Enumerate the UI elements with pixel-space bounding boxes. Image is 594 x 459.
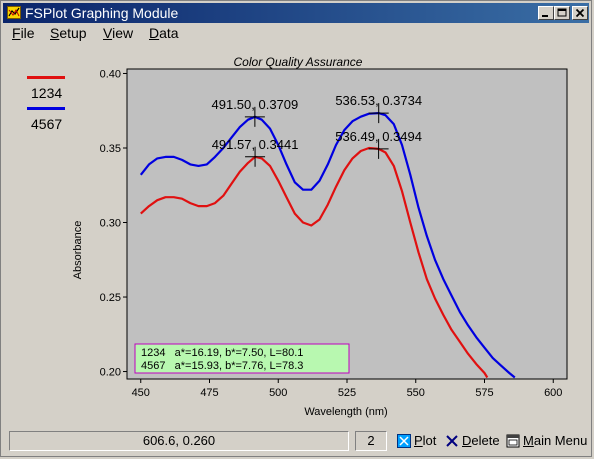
absorbance-chart[interactable]: Color Quality Assurance 450 475 500 525 550 5…: [1, 45, 591, 425]
color-info-box: [134, 343, 350, 374]
peak-label-3: 536.49, 0.3494: [335, 129, 422, 144]
x-tick-label-500: 500: [269, 387, 287, 399]
menu-setup[interactable]: Setup: [50, 25, 87, 41]
plot-area[interactable]: [126, 68, 568, 380]
menu-file-mnemonic: F: [12, 25, 21, 41]
y-tick-label-0.20: 0.20: [100, 367, 121, 379]
x-tick-label-475: 475: [200, 387, 218, 399]
minimize-icon: [542, 15, 548, 17]
close-button[interactable]: [572, 6, 588, 20]
menu-view[interactable]: View: [103, 25, 133, 41]
x-tick-label-575: 575: [475, 387, 493, 399]
peak-label-1: 491.57, 0.3441: [212, 137, 299, 152]
menu-view-label: iew: [112, 25, 134, 41]
color-info-line-4567: 4567 a*=15.93, b*=7.76, L=78.3: [141, 360, 303, 372]
y-tick-label-0.30: 0.30: [100, 218, 121, 230]
y-axis-ticks: 0.40 0.35 0.30 0.25 0.20: [100, 68, 127, 379]
main-menu-button[interactable]: Main Menu: [506, 433, 588, 449]
menu-file[interactable]: File: [12, 25, 35, 41]
legend-label-4567: 4567: [31, 116, 63, 132]
menu-data-mnemonic: D: [149, 25, 160, 41]
plot-button[interactable]: Plot: [397, 433, 439, 449]
main-menu-label-rest: ain Menu: [533, 433, 588, 448]
minimize-button[interactable]: [538, 6, 554, 20]
legend-swatch-1234: [27, 76, 65, 79]
main-menu-label: Main Menu: [523, 433, 587, 449]
peak-label-2: 536.53, 0.3734: [335, 93, 422, 108]
close-icon: [575, 8, 585, 18]
plot-label: Plot: [414, 433, 436, 449]
delete-label-rest: elete: [471, 433, 500, 448]
x-axis-label: Wavelength (nm): [304, 406, 387, 418]
menu-setup-mnemonic: S: [50, 25, 60, 41]
series-count-panel: 2: [355, 431, 387, 451]
peak-label-0: 491.50, 0.3709: [212, 97, 299, 112]
y-tick-label-0.25: 0.25: [100, 292, 121, 304]
main-menu-icon: [506, 434, 520, 448]
title-bar[interactable]: FSPlot Graphing Module: [3, 3, 589, 23]
plot-icon: [397, 434, 411, 448]
delete-mnemonic: D: [462, 433, 472, 448]
window-title: FSPlot Graphing Module: [25, 5, 179, 21]
plot-label-rest: lot: [422, 433, 437, 448]
x-tick-label-550: 550: [407, 387, 425, 399]
menu-setup-label: etup: [59, 25, 87, 41]
legend-label-1234: 1234: [31, 85, 63, 101]
x-tick-label-450: 450: [132, 387, 150, 399]
menu-file-label: ile: [20, 25, 35, 41]
series-line-1234[interactable]: [140, 146, 489, 379]
x-axis-ticks: 450 475 500 525 550 575 600: [132, 379, 562, 399]
delete-button[interactable]: Delete: [445, 433, 501, 449]
y-tick-label-0.40: 0.40: [100, 68, 121, 80]
series-lines: [139, 111, 516, 379]
x-tick-label-600: 600: [544, 387, 562, 399]
y-axis-label: Absorbance: [72, 221, 84, 280]
legend-swatch-4567: [27, 107, 65, 110]
y-tick-label-0.35: 0.35: [100, 143, 121, 155]
series-line-4567[interactable]: [139, 111, 516, 379]
menu-data[interactable]: Data: [149, 25, 179, 41]
maximize-button[interactable]: [554, 6, 570, 20]
maximize-icon: [557, 8, 567, 17]
delete-x-icon: [446, 435, 458, 447]
peak-markers: 491.50, 0.3709 491.57, 0.3441 536.53, 0.37…: [212, 93, 422, 167]
cursor-coords-panel: 606.6, 0.260: [9, 431, 349, 451]
main-menu-mnemonic: M: [523, 433, 534, 448]
delete-label: Delete: [462, 433, 500, 449]
menu-bar: File Setup View Data: [3, 23, 589, 43]
color-info-line-1234: 1234 a*=16.19, b*=7.50, L=80.1: [141, 347, 303, 359]
x-tick-label-525: 525: [338, 387, 356, 399]
app-chart-icon[interactable]: [7, 6, 21, 19]
plot-mnemonic: P: [414, 433, 423, 448]
menu-view-mnemonic: V: [103, 25, 113, 41]
menu-data-label: ata: [159, 25, 179, 41]
chart-title: Color Quality Assurance: [234, 55, 363, 69]
